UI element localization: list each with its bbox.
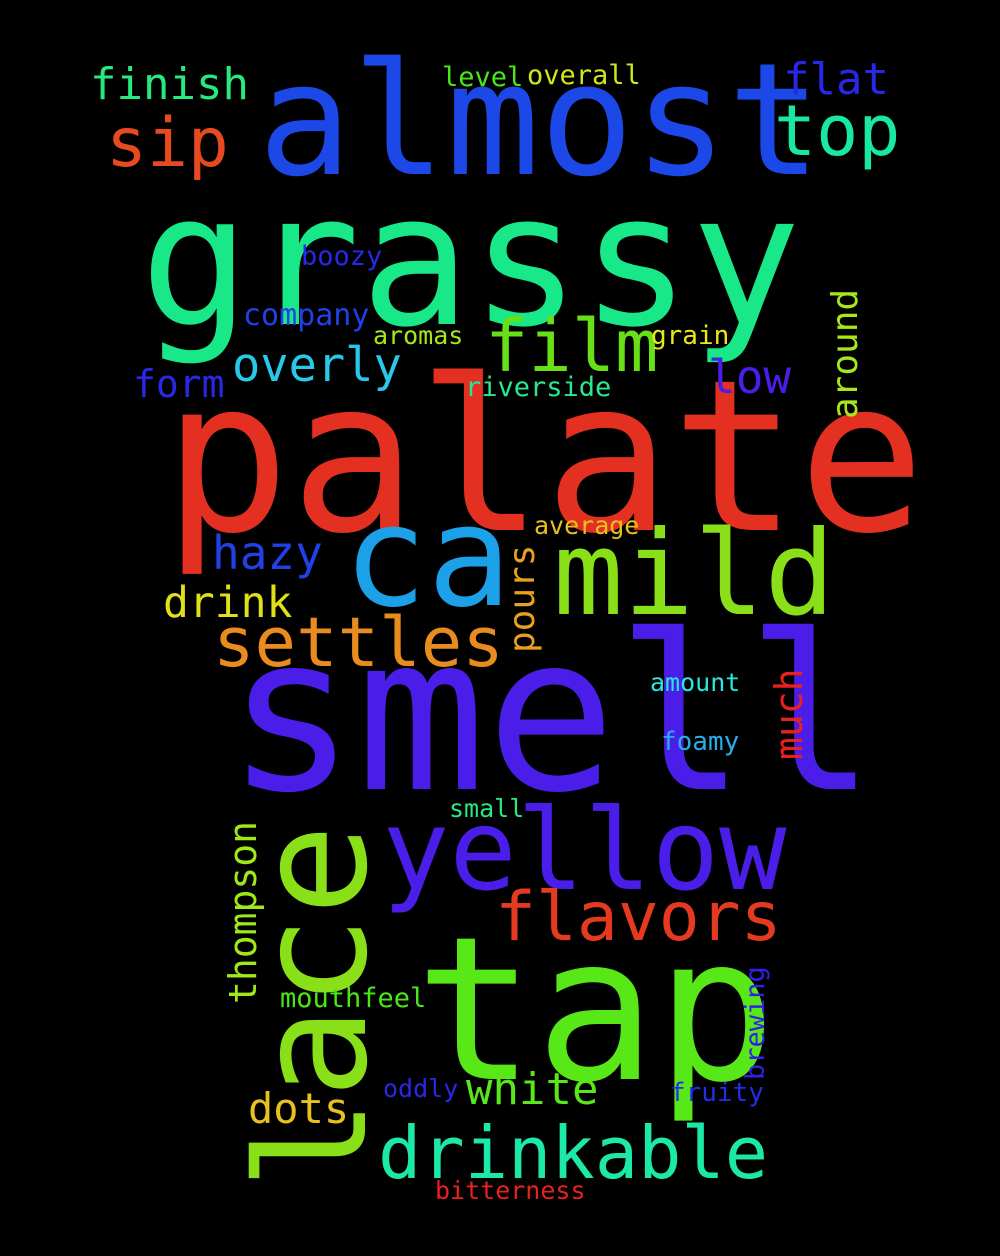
word-sip: sip [106,104,229,183]
word-brewing: brewing [740,966,771,1080]
word-flavors: flavors [495,878,782,957]
word-thompson: thompson [221,820,265,1004]
word-amount: amount [650,668,741,697]
word-settles: settles [213,603,504,683]
word-almost: almost [258,29,822,211]
word-smell: smell [226,589,877,840]
word-hazy: hazy [212,526,323,580]
word-boozy: boozy [301,241,383,272]
word-grain: grain [651,321,730,351]
word-bitterness: bitterness [435,1176,586,1205]
word-yellow: yellow [382,786,787,916]
word-form: form [133,362,225,406]
word-fruity: fruity [670,1078,764,1108]
word-ca: ca [343,476,512,639]
word-riverside: riverside [465,372,612,403]
word-palate: palate [163,334,926,580]
word-average: average [534,511,640,540]
word-level: level [442,62,524,93]
word-mouthfeel: mouthfeel [280,983,427,1014]
word-grassy: grassy [140,155,802,368]
word-mild: mild [553,505,835,642]
word-finish: finish [90,59,249,110]
word-foamy: foamy [661,727,740,757]
word-film: film [485,304,659,388]
word-aromas: aromas [373,321,464,350]
word-pours: pours [502,544,543,653]
word-dots: dots [248,1084,350,1133]
word-low: low [708,350,792,404]
word-drink: drink [163,578,293,628]
word-small: small [449,794,525,823]
word-top: top [774,90,901,172]
word-oddly: oddly [383,1074,459,1103]
word-flat: flat [783,54,889,105]
word-tap: tap [415,894,777,1127]
word-company: company [243,298,370,333]
word-overall: overall [527,60,641,91]
word-white: white [466,1064,599,1115]
word-drinkable: drinkable [378,1111,769,1195]
word-around: around [825,288,866,419]
word-much: much [767,668,811,760]
word-overly: overly [232,338,402,393]
